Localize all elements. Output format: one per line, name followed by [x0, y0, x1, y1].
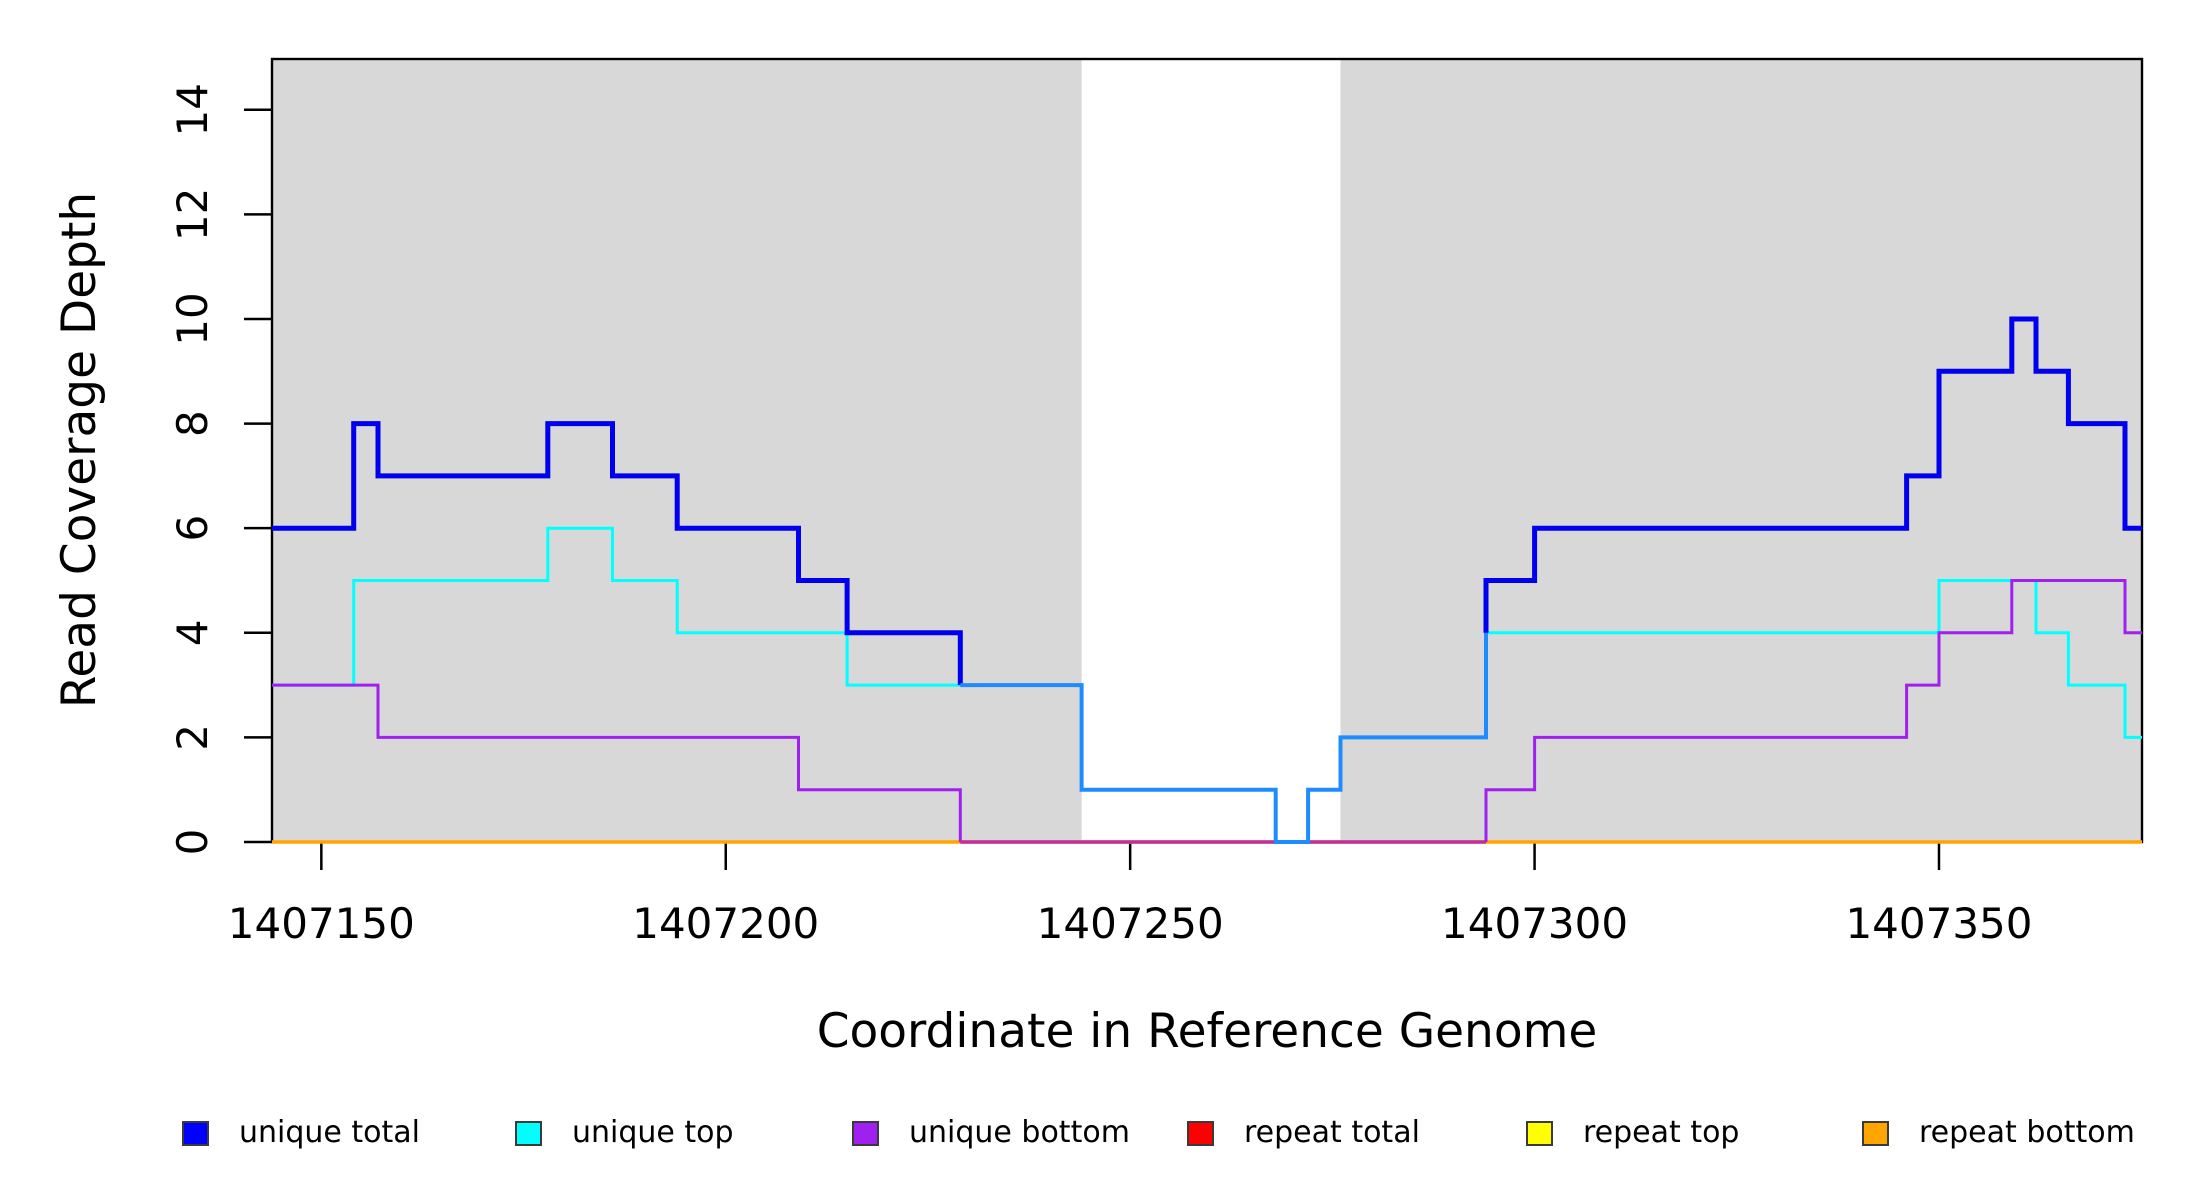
- legend-entry-unique-top: unique top: [515, 1118, 734, 1148]
- y-axis-title: Read Coverage Depth: [52, 192, 107, 708]
- unique-region-left: [272, 59, 1082, 842]
- unique-top-swatch-icon: [515, 1120, 542, 1146]
- y-tick-label: 6: [168, 515, 217, 542]
- legend-entry-repeat-total: repeat total: [1187, 1118, 1420, 1148]
- legend-label: repeat bottom: [1919, 1115, 2135, 1150]
- repeat-total-swatch-icon: [1187, 1120, 1214, 1146]
- y-tick-label: 10: [168, 292, 217, 345]
- y-tick-label: 8: [168, 410, 217, 437]
- repeat-bottom-swatch-icon: [1862, 1120, 1889, 1146]
- x-tick-label: 1407150: [228, 899, 415, 948]
- y-tick-label: 14: [168, 83, 217, 136]
- y-tick-label: 12: [168, 188, 217, 241]
- unique-total-swatch-icon: [182, 1120, 209, 1146]
- series-unique-total: [272, 421, 963, 686]
- legend-entry-unique-total: unique total: [182, 1118, 420, 1148]
- series-unique-bottom: [272, 683, 962, 842]
- series-unique-total: [960, 632, 1488, 844]
- x-tick-label: 1407350: [1845, 899, 2032, 948]
- unique-region-right: [1340, 59, 2142, 842]
- series-unique-bottom: [1484, 579, 2142, 842]
- legend-label: unique total: [239, 1115, 421, 1150]
- x-tick-label: 1407250: [1037, 899, 1224, 948]
- legend-label: unique top: [572, 1115, 734, 1150]
- unique-bottom-swatch-icon: [852, 1120, 879, 1146]
- x-tick-label: 1407300: [1441, 899, 1628, 948]
- legend-entry-unique-bottom: unique bottom: [852, 1118, 1130, 1148]
- legend-entry-repeat-bottom: repeat bottom: [1862, 1118, 2135, 1148]
- x-axis-title: Coordinate in Reference Genome: [817, 1004, 1598, 1059]
- legend-label: repeat top: [1583, 1115, 1740, 1150]
- y-tick-label: 4: [168, 619, 217, 646]
- legend: unique total unique top unique bottom re…: [0, 1118, 2200, 1158]
- series-unique-total: [1483, 316, 2142, 633]
- y-tick-label: 0: [168, 829, 217, 856]
- repeat-top-swatch-icon: [1526, 1120, 1553, 1146]
- legend-label: unique bottom: [909, 1115, 1130, 1150]
- legend-entry-repeat-top: repeat top: [1526, 1118, 1739, 1148]
- y-tick-label: 2: [168, 724, 217, 751]
- x-tick-label: 1407200: [632, 899, 819, 948]
- legend-label: repeat total: [1244, 1115, 1420, 1150]
